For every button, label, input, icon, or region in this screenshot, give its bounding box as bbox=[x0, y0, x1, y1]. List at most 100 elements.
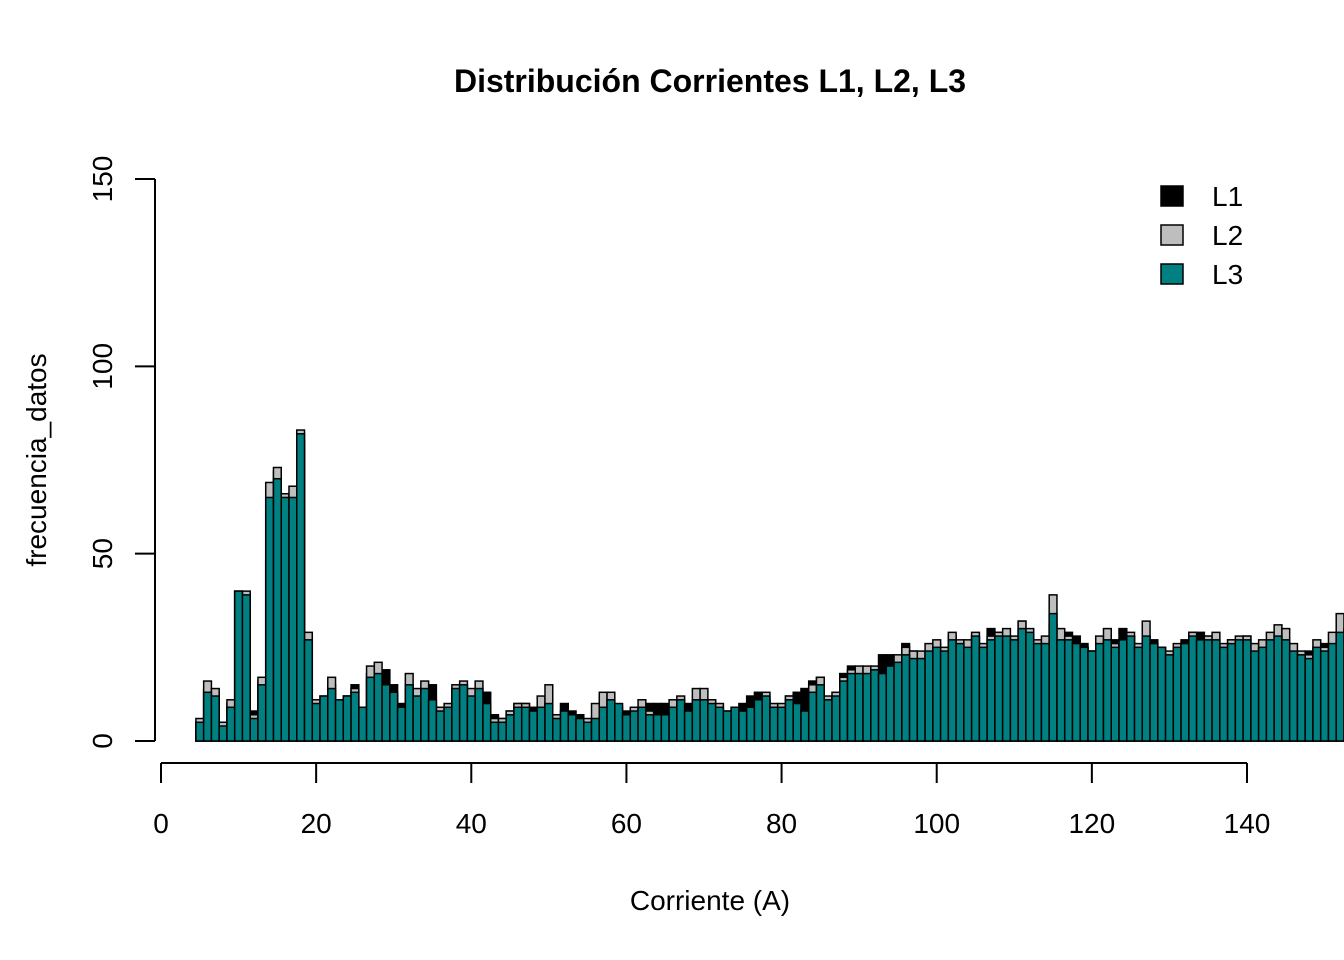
x-tick-label: 0 bbox=[153, 808, 169, 839]
bar-l3-7 bbox=[249, 717, 259, 742]
bar-l3-127 bbox=[1180, 642, 1190, 742]
bar-l3-116 bbox=[1094, 642, 1105, 742]
bar-l3-87 bbox=[870, 669, 880, 742]
bar-l3-94 bbox=[924, 650, 934, 742]
bar-l3-24 bbox=[381, 684, 391, 742]
legend-label-l1: L1 bbox=[1212, 181, 1243, 212]
bar-l3-73 bbox=[761, 695, 771, 742]
bar-l3-117 bbox=[1102, 639, 1112, 742]
bar-l3-13 bbox=[296, 433, 306, 742]
bar-l3-8 bbox=[257, 684, 267, 742]
chart-title: Distribución Corrientes L1, L2, L3 bbox=[454, 63, 966, 99]
bar-l3-18 bbox=[334, 699, 345, 742]
bar-l3-54 bbox=[614, 702, 624, 742]
bar-l3-110 bbox=[1048, 612, 1058, 742]
bar-l3-114 bbox=[1079, 646, 1089, 742]
y-tick-label: 100 bbox=[87, 343, 118, 390]
bar-l3-6 bbox=[241, 594, 251, 742]
bar-l3-81 bbox=[823, 699, 833, 742]
bar-l3-88 bbox=[877, 672, 888, 742]
bar-l3-58 bbox=[645, 714, 655, 742]
x-tick-label: 40 bbox=[456, 808, 487, 839]
legend-swatch-l2 bbox=[1160, 224, 1184, 246]
x-tick-label: 60 bbox=[611, 808, 642, 839]
bar-l3-3 bbox=[218, 725, 228, 742]
bar-l3-16 bbox=[319, 695, 329, 742]
bar-l3-100 bbox=[970, 635, 981, 742]
bar-l3-61 bbox=[668, 706, 678, 742]
bar-l3-48 bbox=[567, 714, 577, 742]
bar-l3-119 bbox=[1118, 639, 1128, 742]
bar-l3-15 bbox=[311, 702, 321, 742]
bar-l3-144 bbox=[1312, 646, 1322, 742]
bar-l3-50 bbox=[583, 721, 593, 742]
bar-l3-64 bbox=[691, 699, 701, 742]
bar-l3-93 bbox=[916, 657, 926, 742]
bar-l3-53 bbox=[606, 699, 616, 742]
bar-l3-131 bbox=[1211, 639, 1221, 742]
bar-l3-135 bbox=[1242, 639, 1252, 742]
bar-l3-59 bbox=[652, 714, 663, 742]
bar-l3-85 bbox=[854, 672, 864, 742]
bar-l3-145 bbox=[1319, 650, 1330, 742]
bar-l3-66 bbox=[707, 702, 717, 742]
bar-l3-122 bbox=[1141, 635, 1151, 742]
bar-l3-65 bbox=[699, 699, 709, 742]
bar-l3-98 bbox=[955, 642, 965, 742]
bar-l3-109 bbox=[1040, 642, 1050, 742]
bar-l3-86 bbox=[862, 672, 872, 742]
bar-l3-33 bbox=[451, 687, 461, 742]
bar-l3-113 bbox=[1071, 642, 1081, 742]
bar-l3-75 bbox=[776, 706, 787, 742]
bar-l3-40 bbox=[505, 714, 515, 742]
bar-l3-34 bbox=[458, 684, 469, 742]
bar-l3-79 bbox=[807, 691, 818, 742]
bar-l3-97 bbox=[947, 639, 957, 742]
bar-l3-90 bbox=[893, 661, 903, 742]
bar-l3-139 bbox=[1273, 635, 1283, 742]
bar-l3-132 bbox=[1219, 646, 1229, 742]
bar-l3-70 bbox=[738, 710, 748, 742]
bar-l3-41 bbox=[513, 706, 523, 742]
x-tick-label: 100 bbox=[913, 808, 960, 839]
bar-l3-21 bbox=[358, 706, 368, 742]
y-tick-label: 50 bbox=[87, 538, 118, 569]
bar-l3-91 bbox=[901, 654, 911, 742]
x-tick-label: 80 bbox=[766, 808, 797, 839]
bar-l3-134 bbox=[1234, 639, 1244, 742]
bar-l3-111 bbox=[1056, 639, 1066, 742]
bar-l3-121 bbox=[1133, 646, 1144, 742]
y-tick-label: 0 bbox=[87, 733, 118, 749]
legend-label-l2: L2 bbox=[1212, 220, 1243, 251]
bar-l3-22 bbox=[365, 676, 376, 742]
bar-l3-60 bbox=[660, 714, 670, 742]
bar-l3-23 bbox=[373, 672, 383, 742]
bar-l3-57 bbox=[637, 706, 647, 742]
bar-l3-84 bbox=[846, 672, 857, 742]
bar-l3-4 bbox=[226, 706, 236, 742]
bar-l3-42 bbox=[520, 706, 531, 742]
x-axis: 0 20 40 60 80 100 120 140 bbox=[153, 762, 1271, 839]
bar-l3-96 bbox=[939, 650, 950, 742]
bar-l3-82 bbox=[831, 695, 841, 742]
bar-l3-136 bbox=[1250, 650, 1260, 742]
bar-l3-31 bbox=[435, 710, 445, 742]
bar-l3-28 bbox=[412, 695, 422, 742]
x-tick-label: 140 bbox=[1224, 808, 1271, 839]
bar-l3-36 bbox=[474, 687, 484, 742]
bar-l3-45 bbox=[544, 702, 554, 742]
bar-l3-133 bbox=[1226, 642, 1237, 742]
bar-l3-17 bbox=[327, 687, 337, 742]
bar-l3-115 bbox=[1087, 650, 1097, 742]
bar-l3-25 bbox=[389, 691, 399, 742]
bar-l3-27 bbox=[404, 684, 414, 742]
bar-l3-108 bbox=[1032, 642, 1043, 742]
bar-l3-141 bbox=[1288, 650, 1299, 742]
bar-l3-71 bbox=[745, 706, 756, 742]
bar-l3-11 bbox=[280, 496, 290, 742]
bar-l3-112 bbox=[1063, 639, 1074, 742]
bar-l3-105 bbox=[1009, 639, 1019, 742]
bar-l3-29 bbox=[420, 687, 430, 742]
bar-l3-0 bbox=[195, 721, 205, 742]
